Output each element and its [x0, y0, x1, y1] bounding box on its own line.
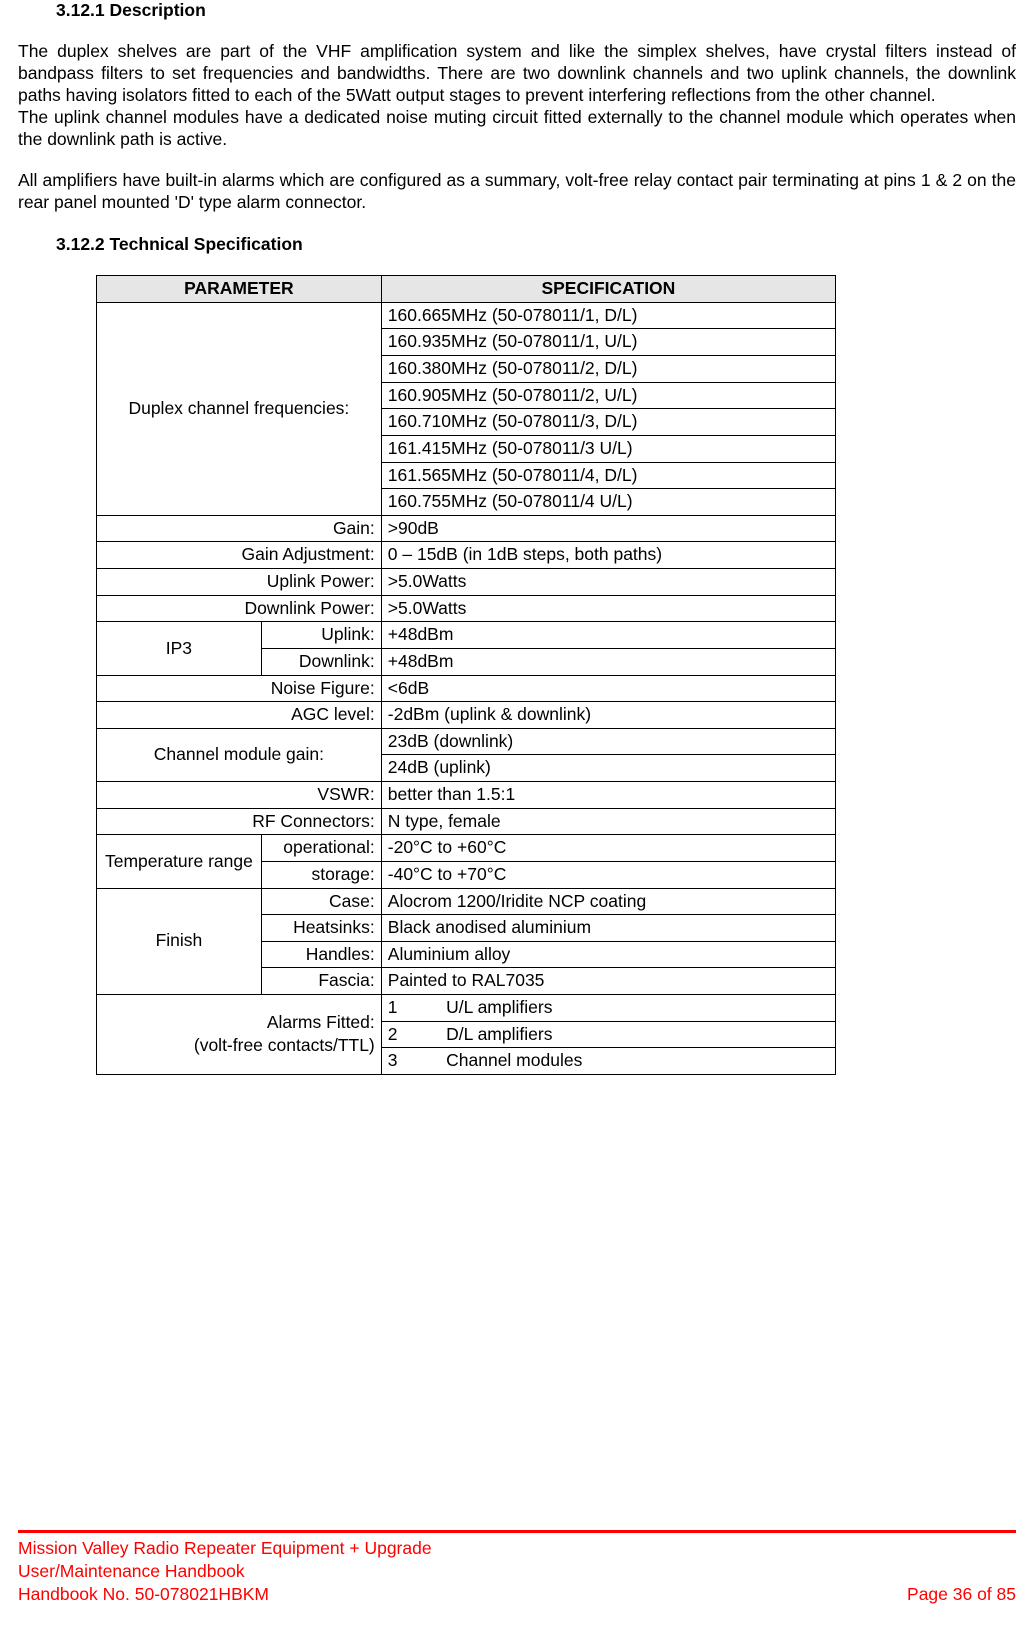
header-specification: SPECIFICATION: [381, 276, 835, 303]
param-temp-op: operational:: [261, 835, 381, 862]
spec-rf-connectors: N type, female: [381, 808, 835, 835]
spec-freq: 160.935MHz (50-078011/1, U/L): [381, 329, 835, 356]
param-gain: Gain:: [97, 515, 382, 542]
spec-freq: 161.565MHz (50-078011/4, D/L): [381, 462, 835, 489]
param-uplink-power: Uplink Power:: [97, 569, 382, 596]
spec-vswr: better than 1.5:1: [381, 782, 835, 809]
footer-line-2: User/Maintenance Handbook: [18, 1561, 245, 1581]
table-row: Finish Case: Alocrom 1200/Iridite NCP co…: [97, 888, 836, 915]
spec-gain: >90dB: [381, 515, 835, 542]
param-finish: Finish: [97, 888, 262, 995]
table-row: Noise Figure: <6dB: [97, 675, 836, 702]
spec-freq: 161.415MHz (50-078011/3 U/L): [381, 435, 835, 462]
param-ip3-uplink: Uplink:: [261, 622, 381, 649]
table-row: Downlink Power: >5.0Watts: [97, 595, 836, 622]
spec-ip3-uplink: +48dBm: [381, 622, 835, 649]
param-duplex: Duplex channel frequencies:: [97, 302, 382, 515]
spec-freq: 160.755MHz (50-078011/4 U/L): [381, 489, 835, 516]
table-row: Gain: >90dB: [97, 515, 836, 542]
footer-left: Mission Valley Radio Repeater Equipment …: [18, 1537, 432, 1605]
spec-finish-heatsinks: Black anodised aluminium: [381, 915, 835, 942]
footer-page: Page 36 of 85: [907, 1583, 1016, 1606]
table-header-row: PARAMETER SPECIFICATION: [97, 276, 836, 303]
spec-freq: 160.665MHz (50-078011/1, D/L): [381, 302, 835, 329]
paragraph-1: The duplex shelves are part of the VHF a…: [18, 41, 1016, 107]
param-finish-heatsinks: Heatsinks:: [261, 915, 381, 942]
table-row: Channel module gain: 23dB (downlink): [97, 728, 836, 755]
param-downlink-power: Downlink Power:: [97, 595, 382, 622]
spec-freq: 160.905MHz (50-078011/2, U/L): [381, 382, 835, 409]
spec-noise-figure: <6dB: [381, 675, 835, 702]
spec-alarms-1: 1 U/L amplifiers: [381, 995, 835, 1022]
spec-alarms-3: 3 Channel modules: [381, 1048, 835, 1075]
footer-line-3: Handbook No. 50-078021HBKM: [18, 1584, 269, 1604]
param-temp-storage: storage:: [261, 861, 381, 888]
spec-table: PARAMETER SPECIFICATION Duplex channel f…: [96, 275, 836, 1075]
spec-gain-adj: 0 – 15dB (in 1dB steps, both paths): [381, 542, 835, 569]
spec-alarms-2: 2 D/L amplifiers: [381, 1021, 835, 1048]
spec-temp-storage: -40°C to +70°C: [381, 861, 835, 888]
spec-freq: 160.710MHz (50-078011/3, D/L): [381, 409, 835, 436]
spec-finish-handles: Aluminium alloy: [381, 941, 835, 968]
paragraph-2: The uplink channel modules have a dedica…: [18, 107, 1016, 151]
spec-uplink-power: >5.0Watts: [381, 569, 835, 596]
param-rf-connectors: RF Connectors:: [97, 808, 382, 835]
table-row: Uplink Power: >5.0Watts: [97, 569, 836, 596]
spec-freq: 160.380MHz (50-078011/2, D/L): [381, 356, 835, 383]
param-finish-fascia: Fascia:: [261, 968, 381, 995]
param-noise-figure: Noise Figure:: [97, 675, 382, 702]
param-agc: AGC level:: [97, 702, 382, 729]
param-gain-adj: Gain Adjustment:: [97, 542, 382, 569]
header-parameter: PARAMETER: [97, 276, 382, 303]
page-footer: Mission Valley Radio Repeater Equipment …: [0, 1530, 1034, 1619]
spec-finish-case: Alocrom 1200/Iridite NCP coating: [381, 888, 835, 915]
spec-temp-op: -20°C to +60°C: [381, 835, 835, 862]
spec-cmg-2: 24dB (uplink): [381, 755, 835, 782]
footer-rule: [18, 1530, 1016, 1533]
param-temp: Temperature range: [97, 835, 262, 888]
param-vswr: VSWR:: [97, 782, 382, 809]
spec-agc: -2dBm (uplink & downlink): [381, 702, 835, 729]
param-alarms-l1: Alarms Fitted:: [267, 1012, 375, 1032]
spec-finish-fascia: Painted to RAL7035: [381, 968, 835, 995]
table-row: RF Connectors: N type, female: [97, 808, 836, 835]
param-ip3-downlink: Downlink:: [261, 648, 381, 675]
table-row: Duplex channel frequencies: 160.665MHz (…: [97, 302, 836, 329]
spec-ip3-downlink: +48dBm: [381, 648, 835, 675]
param-alarms-l2: (volt-free contacts/TTL): [194, 1035, 375, 1055]
param-ip3: IP3: [97, 622, 262, 675]
table-row: Alarms Fitted: (volt-free contacts/TTL) …: [97, 995, 836, 1022]
table-row: VSWR: better than 1.5:1: [97, 782, 836, 809]
footer-line-1: Mission Valley Radio Repeater Equipment …: [18, 1538, 432, 1558]
param-finish-case: Case:: [261, 888, 381, 915]
spec-downlink-power: >5.0Watts: [381, 595, 835, 622]
param-alarms: Alarms Fitted: (volt-free contacts/TTL): [97, 995, 382, 1075]
spec-cmg-1: 23dB (downlink): [381, 728, 835, 755]
section-heading-techspec: 3.12.2 Technical Specification: [56, 234, 1016, 255]
table-row: AGC level: -2dBm (uplink & downlink): [97, 702, 836, 729]
param-cmg: Channel module gain:: [97, 728, 382, 781]
table-row: Temperature range operational: -20°C to …: [97, 835, 836, 862]
section-heading-description: 3.12.1 Description: [56, 0, 1016, 21]
table-row: Gain Adjustment: 0 – 15dB (in 1dB steps,…: [97, 542, 836, 569]
param-finish-handles: Handles:: [261, 941, 381, 968]
paragraph-3: All amplifiers have built-in alarms whic…: [18, 170, 1016, 214]
table-row: IP3 Uplink: +48dBm: [97, 622, 836, 649]
